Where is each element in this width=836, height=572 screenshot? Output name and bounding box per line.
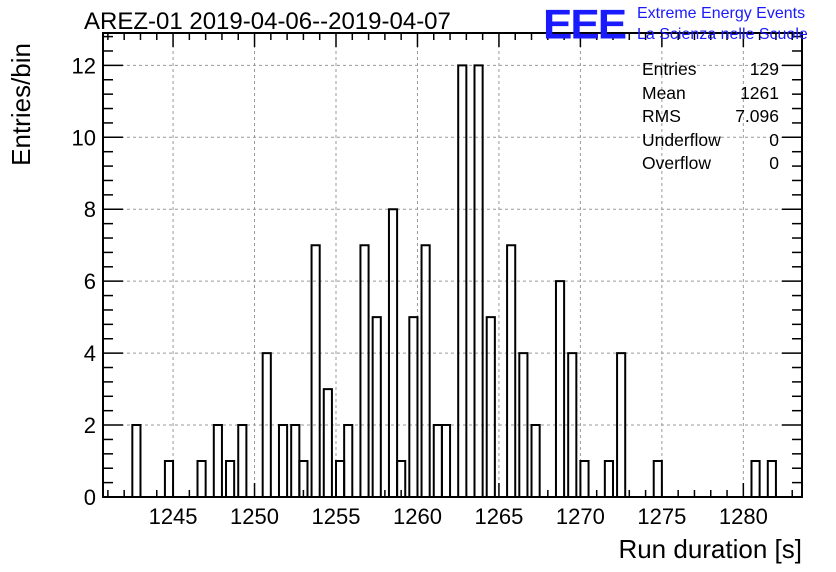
- histogram-bar: [359, 244, 370, 497]
- histogram-bar: [616, 352, 627, 497]
- histogram-bar: [420, 244, 431, 497]
- histogram-bar: [131, 424, 142, 497]
- histogram-bar: [579, 460, 590, 497]
- histogram-bar: [225, 460, 236, 497]
- histogram-bar: [261, 352, 272, 497]
- stat-label: Mean: [642, 82, 686, 103]
- histogram-bar: [163, 460, 175, 497]
- histogram-bar: [396, 460, 407, 497]
- stat-mean: Mean 1261: [642, 82, 779, 106]
- histogram-bar: [440, 424, 452, 497]
- stat-label: RMS: [642, 106, 681, 126]
- histogram-bar: [506, 244, 517, 497]
- y-tick-label: 2: [84, 413, 96, 438]
- stat-underflow: Underflow 0: [642, 129, 779, 153]
- y-tick-label: 12: [72, 53, 96, 78]
- eee-logo: EEE: [543, 1, 627, 48]
- y-tick-label: 10: [72, 125, 96, 150]
- stat-label: Overflow: [642, 153, 712, 173]
- logo-line-1: Extreme Energy Events: [637, 5, 806, 22]
- stat-value: 129: [749, 59, 779, 79]
- histogram-bar: [603, 460, 614, 497]
- histogram-bar: [343, 424, 354, 497]
- x-tick-label: 1245: [149, 504, 198, 529]
- histogram-bar: [196, 460, 207, 497]
- histogram-bar: [310, 244, 321, 497]
- x-tick-label: 1265: [474, 504, 523, 529]
- x-tick-label: 1275: [637, 504, 686, 529]
- x-tick-label: 1270: [556, 504, 605, 529]
- x-tick-label: 1260: [393, 504, 442, 529]
- histogram-bar: [277, 424, 289, 497]
- x-tick-label: 1280: [719, 504, 768, 529]
- chart-title: AREZ-01 2019-04-06--2019-04-07: [84, 8, 451, 35]
- stat-entries: Entries 129: [642, 58, 779, 82]
- histogram-bar: [766, 460, 777, 497]
- histogram-bar: [473, 64, 484, 497]
- stat-label: Underflow: [642, 129, 721, 150]
- histogram-bar: [567, 352, 578, 497]
- stats-box: Entries 129 Mean 1261 RMS 7.096 Underflo…: [642, 58, 779, 176]
- histogram-bar: [652, 460, 663, 497]
- axis-ticks: [103, 33, 802, 498]
- stat-value: 0: [769, 153, 779, 173]
- y-axis-label: Entries/bin: [6, 43, 36, 166]
- stat-value: 1261: [740, 82, 779, 103]
- y-tick-label: 4: [84, 341, 96, 366]
- histogram-bar: [290, 424, 301, 497]
- x-tick-label: 1250: [230, 504, 279, 529]
- histogram-bar: [408, 316, 419, 497]
- histogram-bar: [212, 424, 223, 497]
- logo-caption: Extreme Energy Events La Scienza nelle S…: [637, 3, 808, 45]
- plot-frame: [102, 32, 803, 498]
- histogram-bar: [554, 280, 566, 497]
- histogram-bar: [432, 424, 443, 497]
- stat-value: 0: [769, 129, 779, 150]
- histogram-bar: [530, 424, 541, 497]
- histogram-bar: [457, 64, 468, 497]
- histogram-bar: [371, 316, 382, 497]
- stat-overflow: Overflow 0: [642, 152, 779, 176]
- histogram-bar: [518, 352, 529, 497]
- histogram-bar: [322, 388, 333, 497]
- histogram-bar: [237, 424, 248, 497]
- stat-value: 7.096: [735, 106, 779, 126]
- stat-rms: RMS 7.096: [642, 105, 779, 129]
- x-axis-label: Run duration [s]: [618, 534, 802, 564]
- histogram-bar: [335, 460, 346, 497]
- histogram-bar: [387, 208, 399, 497]
- histogram-bar: [750, 460, 761, 497]
- y-tick-label: 6: [84, 269, 96, 294]
- histogram-bar: [485, 316, 496, 497]
- y-tick-label: 8: [84, 197, 96, 222]
- x-tick-label: 1255: [312, 504, 361, 529]
- logo-line-2: La Scienza nelle Scuole: [637, 26, 808, 43]
- stat-label: Entries: [642, 59, 697, 79]
- tick-labels: 1245 1250 1255 1260 1265 1270 1275 1280 0 2 4 6 8 10 1…: [72, 53, 768, 529]
- y-tick-label: 0: [84, 485, 96, 510]
- histogram-bars: [131, 64, 777, 497]
- histogram-bar: [298, 460, 309, 497]
